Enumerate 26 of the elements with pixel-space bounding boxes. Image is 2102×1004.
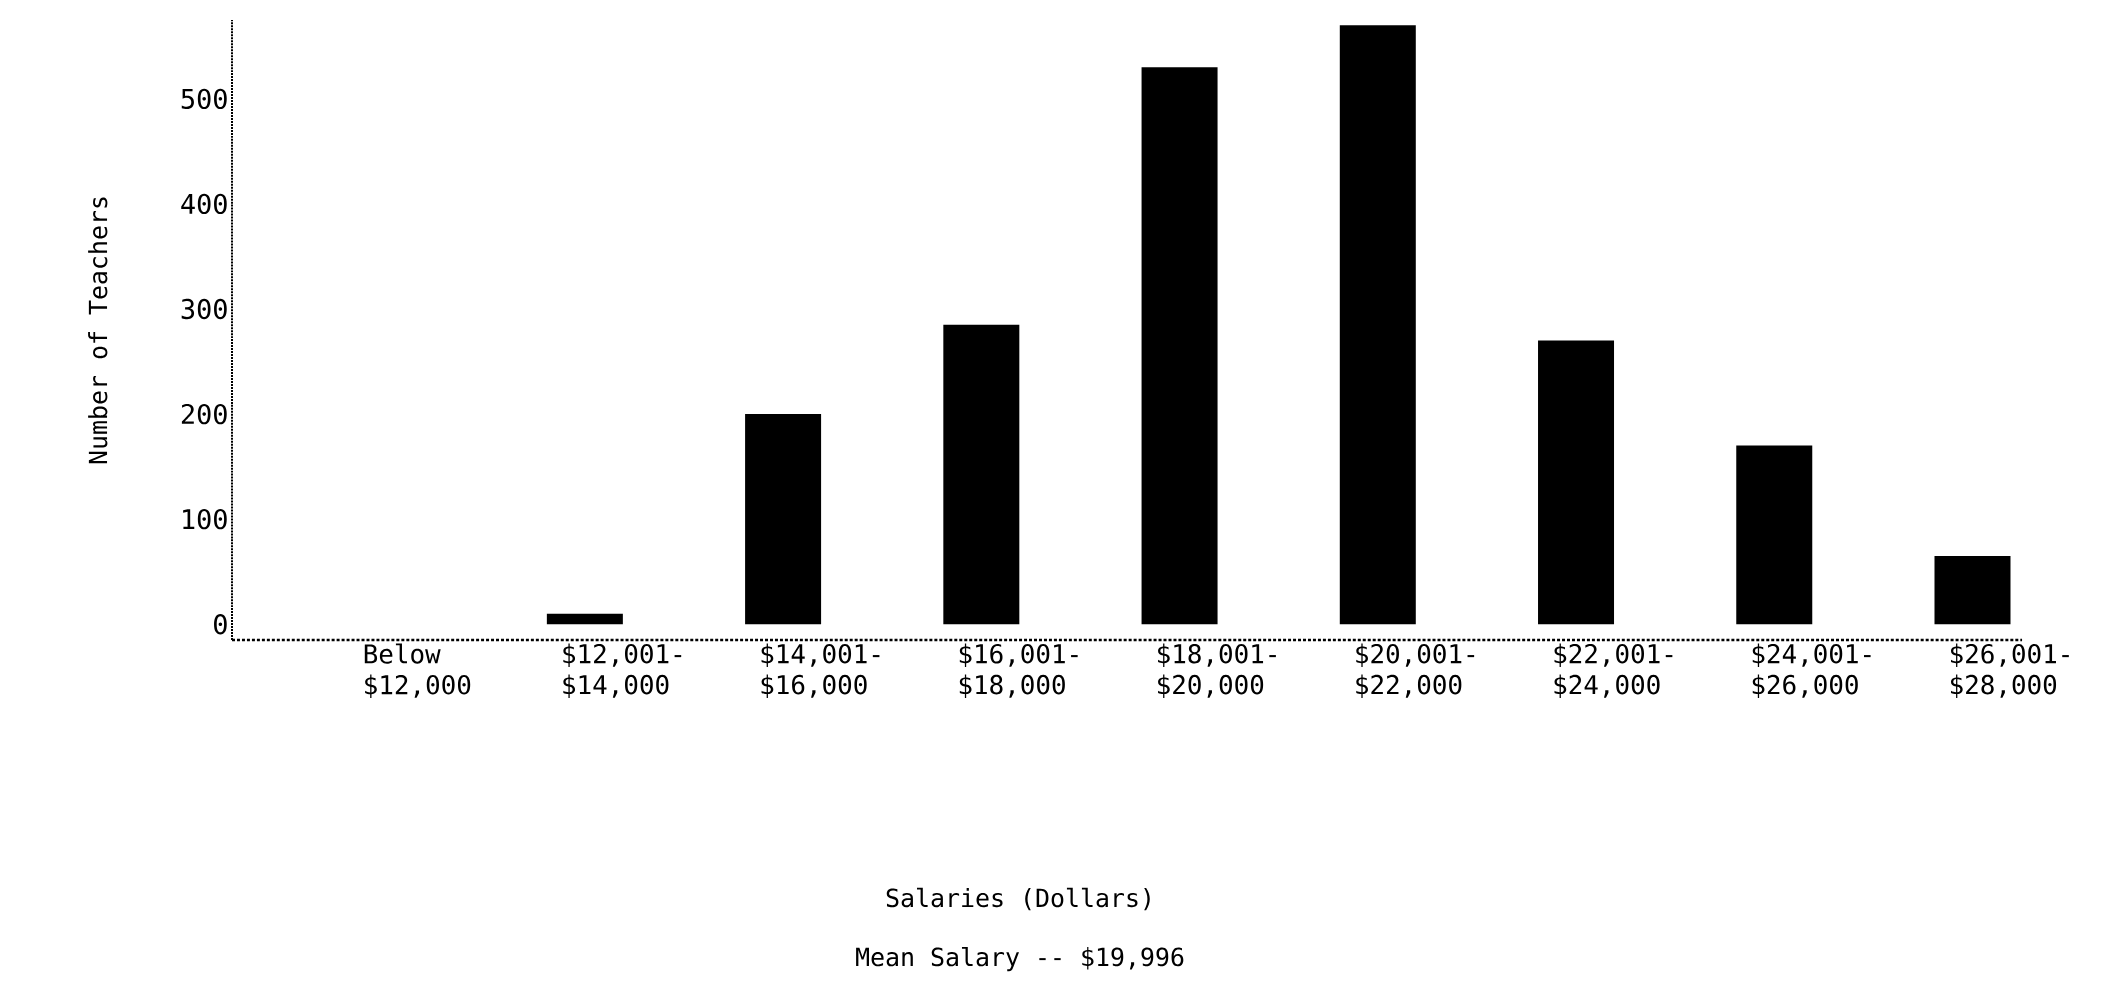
- y-tick-label: 0: [214, 614, 227, 635]
- x-tick-label: $14,001-$16,000: [761, 643, 880, 698]
- x-tick-label: $16,001-$18,000: [959, 643, 1078, 698]
- x-tick-label: Below $12,000: [364, 643, 471, 699]
- x-tick-label: $18,001-$20,000: [1158, 643, 1276, 698]
- bar: [943, 324, 1020, 625]
- x-tick-label: $20,001-$22,000: [1356, 643, 1475, 698]
- y-axis-title: Number of Teachers: [88, 197, 108, 464]
- y-tick-label: 500: [181, 88, 227, 109]
- bar: [546, 613, 623, 625]
- x-tick-label: $26,001-$28,000: [1950, 643, 2069, 698]
- text: Mean Salary -- $19,996: [856, 946, 1184, 972]
- text: Salaries (Dollars): [886, 887, 1150, 911]
- bar: [1934, 555, 2011, 625]
- bar: [1141, 67, 1218, 625]
- y-tick-label: 100: [183, 508, 227, 530]
- bar: [1736, 445, 1813, 625]
- bar: [1538, 340, 1615, 625]
- y-tick-label: 400: [181, 193, 227, 215]
- y-tick-label: 200: [181, 403, 227, 425]
- y-tick-label: 300: [181, 298, 227, 320]
- x-tick-label: $24,001-$26,000: [1752, 643, 1871, 698]
- x-tick-label: $12,001-$14,000: [563, 643, 682, 698]
- bar: [745, 414, 822, 625]
- bar: [1339, 25, 1416, 625]
- x-tick-label: $22,001-$24,000: [1554, 643, 1673, 698]
